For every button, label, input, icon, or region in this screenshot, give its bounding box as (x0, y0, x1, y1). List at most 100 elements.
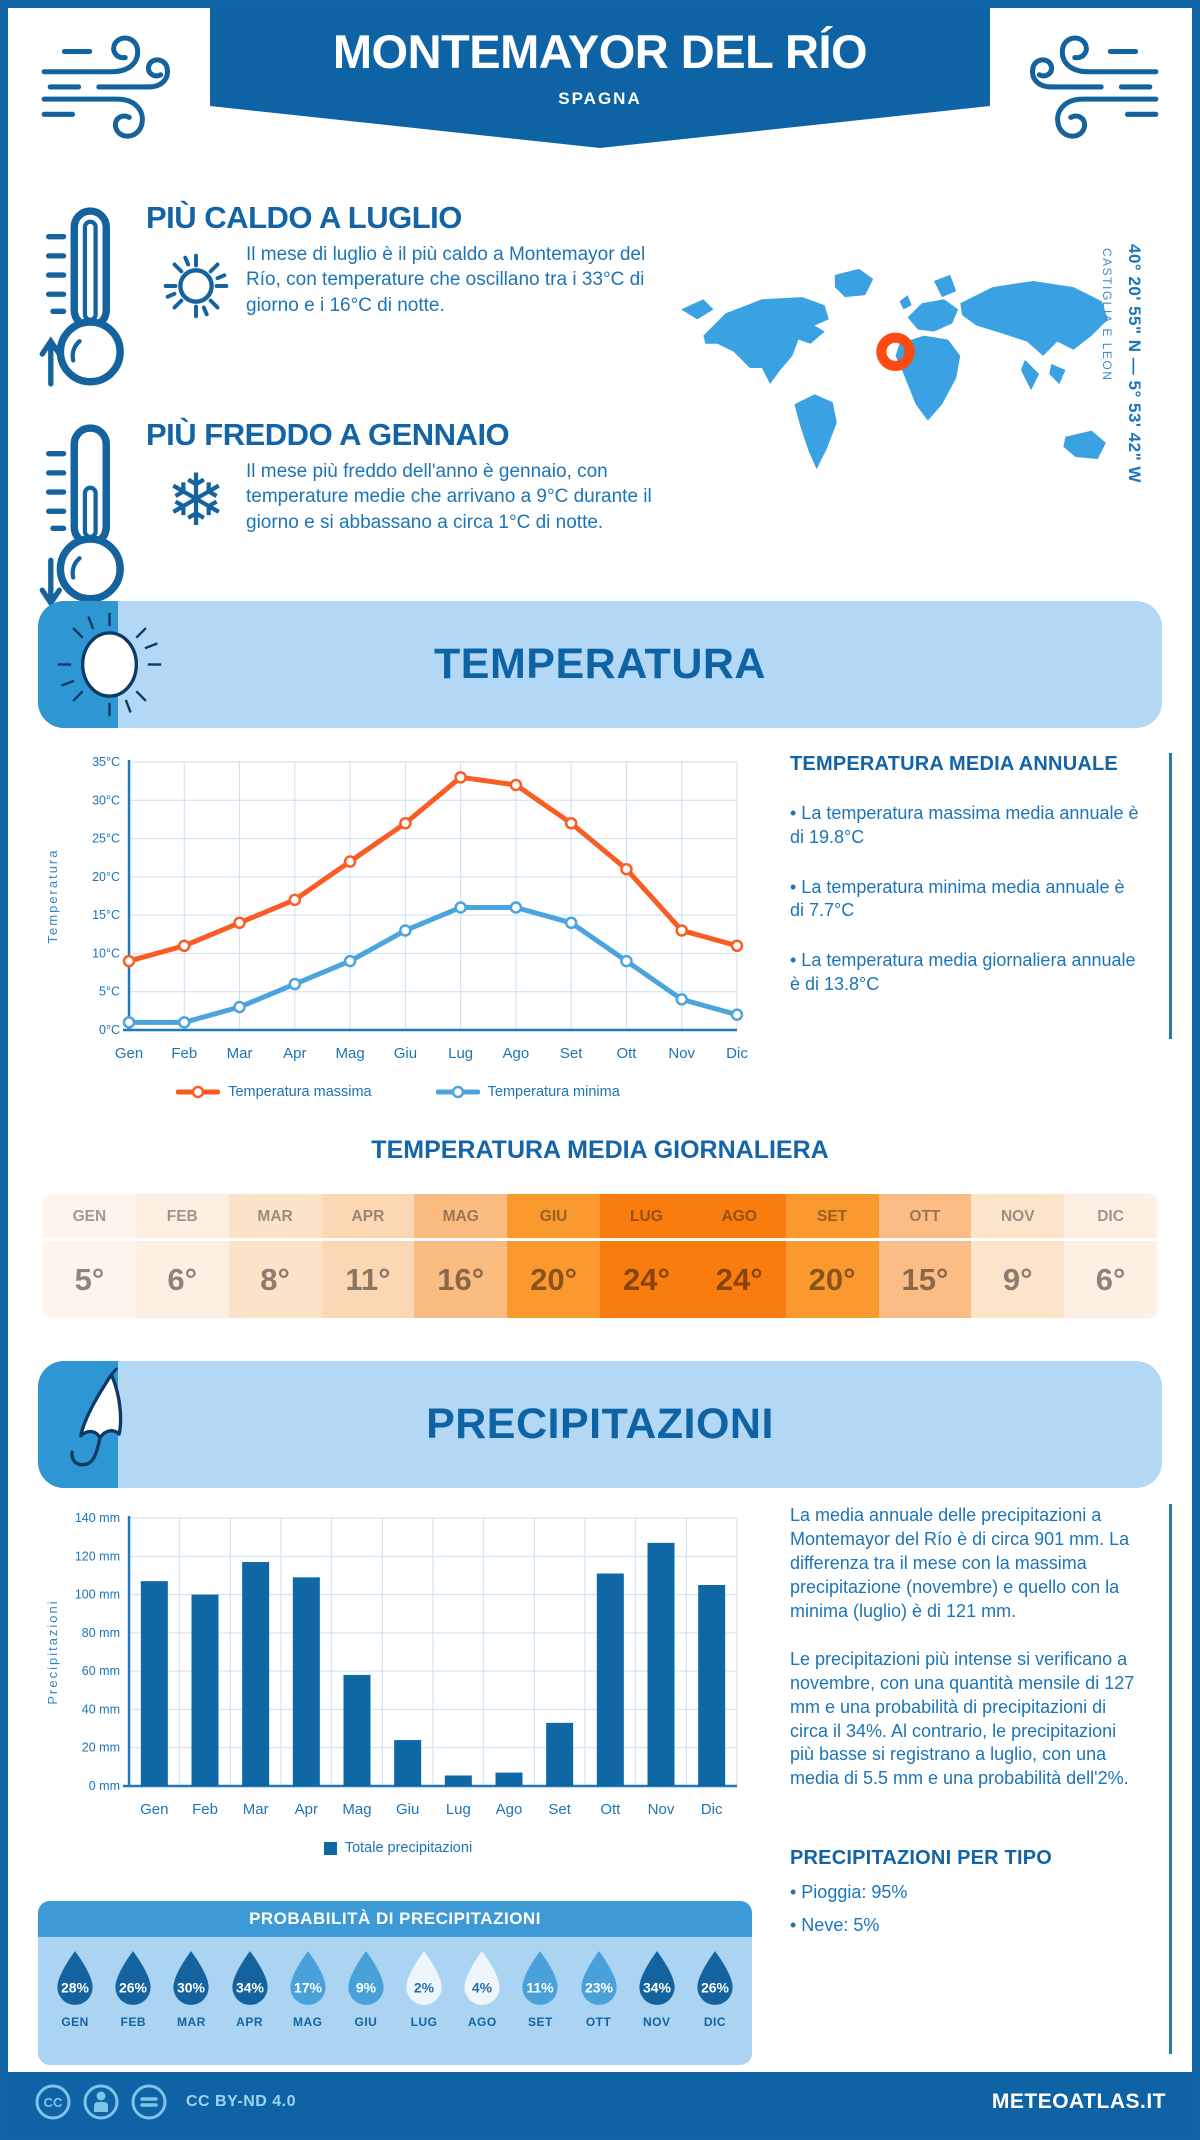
droplet-icon: 9% (348, 1951, 384, 2005)
probability-panel: PROBABILITÀ DI PRECIPITAZIONI 28% GEN 26% F… (38, 1901, 752, 2065)
footer: CC CC BY-ND 4.0 METEOATLAS.IT (8, 2072, 1192, 2132)
wind-icon (41, 35, 170, 139)
svg-text:Feb: Feb (192, 1801, 218, 1818)
daily-table-cell: APR 11° (321, 1194, 415, 1318)
svg-text:26%: 26% (119, 1980, 148, 1996)
month-label: NOV (642, 2015, 671, 2029)
month-label: MAG (292, 2015, 323, 2029)
month-label: FEB (120, 2015, 146, 2029)
svg-text:Ott: Ott (616, 1045, 637, 1062)
highlight-cold-body: PIÙ FREDDO A GENNAIO ❄ Il mese più fredd… (146, 417, 674, 618)
daily-temperature-table: GEN 5° FEB 6° MAR 8° APR 11° MAG 16° GIU 20° LUG 24° A… (43, 1194, 1157, 1318)
temperature-line-chart: 0°C 5°C 10°C 15°C 20°C 25°C 30°C 35°C Gen Feb Mar A… (45, 755, 748, 1062)
precipitation-section-title: PRECIPITAZIONI (426, 1400, 774, 1448)
svg-text:11%: 11% (527, 1980, 555, 1996)
svg-text:80 mm: 80 mm (82, 1626, 120, 1640)
legend-label: Totale precipitazioni (344, 1840, 473, 1856)
month-label: GIU (507, 1194, 600, 1241)
droplet-icon: 28% (57, 1951, 93, 2005)
highlight-hot-text: Il mese di luglio è il più caldo a Monte… (246, 244, 646, 316)
probability-droplet: 26% FEB (104, 1949, 162, 2029)
month-label: OTT (878, 1194, 972, 1241)
precipitation-paragraph: Le precipitazioni più intense si verific… (790, 1648, 1135, 1789)
temperature-value: 24° (622, 1261, 670, 1297)
precipitation-paragraph: La media annuale delle precipitazioni a … (790, 1505, 1130, 1621)
highlight-cold-title: PIÙ FREDDO A GENNAIO (146, 417, 510, 452)
svg-text:Mag: Mag (342, 1801, 371, 1818)
svg-text:34%: 34% (643, 1980, 672, 1996)
license-badges: CC CC BY-ND 4.0 (34, 2083, 296, 2121)
region-label: CASTIGLIA E LEON (1100, 248, 1114, 382)
temperature-value: 24° (715, 1261, 763, 1297)
svg-text:Ott: Ott (600, 1801, 621, 1818)
annual-bullet: • La temperatura media giornaliera annua… (790, 950, 1136, 994)
svg-text:9%: 9% (356, 1980, 377, 1996)
sun-banner-icon (57, 612, 162, 717)
daily-table-title: TEMPERATURA MEDIA GIORNALIERA (371, 1136, 829, 1164)
month-label: MAG (414, 1194, 508, 1241)
precipitation-type-block: PRECIPITAZIONI PER TIPO • Pioggia: 95% •… (790, 1847, 1141, 1936)
svg-text:20 mm: 20 mm (82, 1741, 120, 1755)
header-banner: MONTEMAYOR DEL RÍO SPAGNA (210, 8, 990, 148)
svg-text:Gen: Gen (140, 1801, 168, 1818)
probability-title: PROBABILITÀ DI PRECIPITAZIONI (38, 1901, 752, 1937)
svg-text:Lug: Lug (448, 1045, 473, 1062)
probability-droplet: 26% DIC (686, 1949, 744, 2029)
probability-droplet: 34% NOV (628, 1949, 686, 2029)
annual-bullet: • La temperatura massima media annuale è… (790, 803, 1139, 847)
probability-droplet: 34% APR (221, 1949, 279, 2029)
droplet-icon: 17% (290, 1951, 326, 2005)
svg-text:30%: 30% (177, 1980, 206, 1996)
month-label: GEN (43, 1194, 136, 1241)
daily-table-cell: SET 20° (785, 1194, 879, 1318)
daily-table-cell: OTT 15° (878, 1194, 972, 1318)
svg-text:Feb: Feb (171, 1045, 197, 1062)
legend-swatch (323, 1841, 337, 1855)
wind-icon (1030, 35, 1159, 139)
droplet-icon: 2% (406, 1951, 442, 2005)
svg-text:Precipitazioni: Precipitazioni (45, 1599, 60, 1704)
svg-text:120 mm: 120 mm (75, 1549, 120, 1563)
location-marker-icon (876, 332, 915, 372)
temperature-section-title: TEMPERATURA (434, 640, 766, 688)
daily-table-cell: MAR 8° (228, 1194, 322, 1318)
svg-text:15°C: 15°C (92, 908, 120, 922)
droplet-icon: 34% (231, 1951, 268, 2005)
droplet-icon: 11% (522, 1951, 559, 2005)
daily-table-cell: LUG 24° (600, 1194, 693, 1318)
page-subtitle: SPAGNA (558, 89, 642, 108)
highlights: PIÙ CALDO A LUGLIO Il mese di luglio (38, 200, 674, 634)
droplet-icon: 26% (115, 1951, 151, 2005)
month-label: SET (527, 2015, 553, 2029)
temperature-chart: 0°C 5°C 10°C 15°C 20°C 25°C 30°C 35°C Gen Feb Mar A… (43, 748, 753, 1100)
svg-text:40 mm: 40 mm (82, 1702, 120, 1716)
probability-droplet: 23% OTT (570, 1949, 628, 2029)
droplet-icon: 4% (464, 1951, 500, 2005)
temperature-value: 20° (530, 1261, 578, 1297)
legend-item: Totale precipitazioni (323, 1840, 473, 1856)
month-label: NOV (971, 1194, 1065, 1241)
daily-table-cell: AGO 24° (692, 1194, 786, 1318)
svg-text:10°C: 10°C (92, 946, 120, 960)
precipitation-text-block: La media annuale delle precipitazioni a … (790, 1504, 1172, 2054)
thermometer-down-icon (38, 417, 146, 618)
svg-text:Lug: Lug (446, 1801, 471, 1818)
precipitation-type-item: • Pioggia: 95% (790, 1882, 908, 1903)
svg-text:Ago: Ago (503, 1045, 530, 1062)
precipitation-section-banner: PRECIPITAZIONI (38, 1361, 1162, 1488)
svg-text:35°C: 35°C (92, 755, 120, 769)
legend-label: Temperatura massima (228, 1084, 372, 1100)
month-label: LUG (410, 2015, 438, 2029)
month-label: GIU (354, 2015, 378, 2029)
highlight-hot-title: PIÙ CALDO A LUGLIO (146, 200, 462, 235)
temperature-value: 16° (437, 1261, 485, 1297)
temperature-value: 6° (167, 1261, 198, 1297)
svg-text:20°C: 20°C (92, 870, 120, 884)
svg-text:0°C: 0°C (99, 1023, 120, 1037)
precipitation-type-item: • Neve: 5% (790, 1915, 880, 1936)
temperature-value: 5° (74, 1261, 105, 1297)
cc-nd-icon (131, 2084, 167, 2120)
svg-text:0 mm: 0 mm (89, 1779, 120, 1793)
sun-icon (146, 242, 246, 330)
